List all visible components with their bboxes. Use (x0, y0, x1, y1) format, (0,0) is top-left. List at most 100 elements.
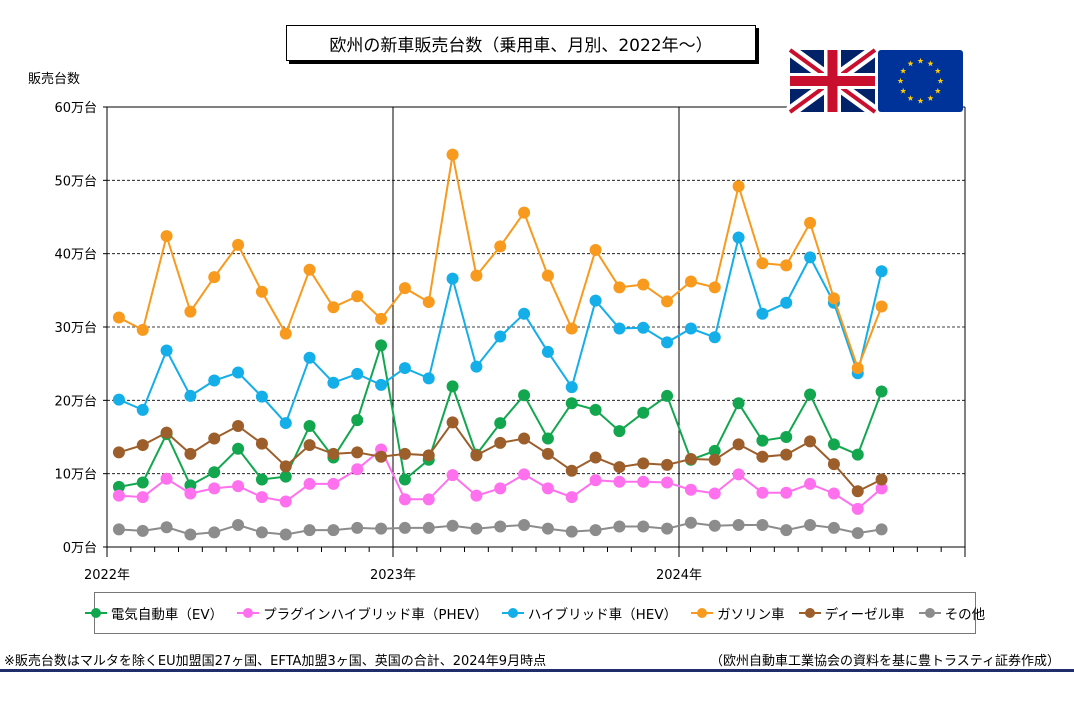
data-point (255, 473, 268, 486)
data-point (708, 331, 721, 344)
legend-item: ガソリン車 (691, 603, 785, 623)
data-point (208, 374, 221, 387)
series-group (112, 148, 888, 541)
eu-star (907, 95, 914, 101)
data-point (518, 432, 531, 445)
data-point (351, 290, 364, 303)
eu-star (900, 67, 907, 74)
legend-label: その他 (944, 607, 986, 623)
footnote: ※販売台数はマルタを除くEU加盟国27ヶ国、EFTA加盟3ヶ国、英国の合計、20… (4, 654, 547, 669)
data-point (494, 240, 507, 253)
eu-star (917, 57, 924, 64)
data-point (184, 305, 197, 318)
data-point (112, 489, 125, 502)
legend-label: ディーゼル車 (824, 607, 905, 623)
data-point (470, 269, 483, 282)
y-axis-label: 販売台数 (28, 71, 80, 87)
data-point (541, 522, 554, 535)
data-point (708, 444, 721, 457)
y-tick-label: 10万台 (54, 468, 97, 483)
chart-title: 欧州の新車販売台数（乗用車、月別、2022年～） (286, 25, 756, 61)
data-point (804, 477, 817, 490)
data-point (327, 447, 340, 460)
data-point (279, 460, 292, 473)
data-point (637, 475, 650, 488)
data-point (232, 420, 245, 432)
legend-label: プラグインハイブリッド車（PHEV） (263, 607, 488, 623)
data-point (375, 450, 388, 463)
series-4 (112, 416, 888, 498)
data-point (613, 322, 626, 335)
source-note: （欧州自動車工業協会の資料を基に豊トラスティ証券作成） (710, 654, 1060, 669)
data-point (327, 376, 340, 389)
data-point (756, 307, 769, 320)
data-point (684, 322, 697, 335)
data-point (136, 403, 149, 416)
data-point (541, 482, 554, 495)
data-point (398, 493, 411, 506)
data-point (780, 448, 793, 461)
data-point (589, 474, 602, 487)
data-point (732, 438, 745, 451)
data-point (613, 461, 626, 474)
eu-star (917, 97, 924, 104)
eu-star (900, 87, 907, 94)
data-point (112, 523, 125, 536)
legend-marker-icon (918, 607, 941, 619)
data-point (303, 263, 316, 276)
data-point (518, 307, 531, 320)
data-point (613, 475, 626, 488)
data-point (303, 420, 316, 432)
data-point (422, 521, 435, 534)
data-point (398, 447, 411, 460)
data-point (255, 390, 268, 403)
data-point (327, 301, 340, 314)
data-point (232, 519, 245, 531)
data-point (684, 516, 697, 529)
data-point (780, 296, 793, 309)
data-point (541, 432, 554, 445)
data-point (160, 472, 173, 485)
data-point (708, 519, 721, 532)
data-point (375, 378, 388, 391)
eu-star (927, 95, 934, 101)
series-2 (112, 231, 888, 430)
data-point (398, 362, 411, 375)
data-point (684, 275, 697, 288)
data-point (112, 446, 125, 459)
data-point (732, 468, 745, 481)
data-point (589, 403, 602, 416)
data-point (208, 526, 221, 539)
eu-star (907, 60, 914, 67)
data-point (589, 244, 602, 256)
data-point (136, 524, 149, 537)
series-3 (112, 148, 888, 375)
data-point (851, 485, 864, 498)
data-point (375, 312, 388, 325)
data-point (446, 148, 459, 161)
data-point (804, 435, 817, 448)
data-point (637, 406, 650, 419)
data-point (804, 519, 817, 531)
legend-marker-icon (691, 607, 714, 619)
data-point (518, 468, 531, 481)
data-point (875, 523, 888, 536)
y-tick-label: 40万台 (54, 248, 97, 263)
data-point (518, 389, 531, 402)
data-point (279, 470, 292, 483)
legend-item: ディーゼル車 (798, 603, 905, 623)
data-point (208, 432, 221, 445)
data-point (684, 483, 697, 496)
data-point (232, 366, 245, 379)
data-point (756, 486, 769, 499)
legend-marker-icon (501, 607, 524, 619)
data-point (565, 491, 578, 504)
data-point (875, 473, 888, 486)
data-point (661, 522, 674, 535)
data-point (851, 362, 864, 375)
data-point (875, 300, 888, 313)
data-point (327, 477, 340, 490)
data-point (160, 426, 173, 439)
data-point (875, 482, 888, 495)
